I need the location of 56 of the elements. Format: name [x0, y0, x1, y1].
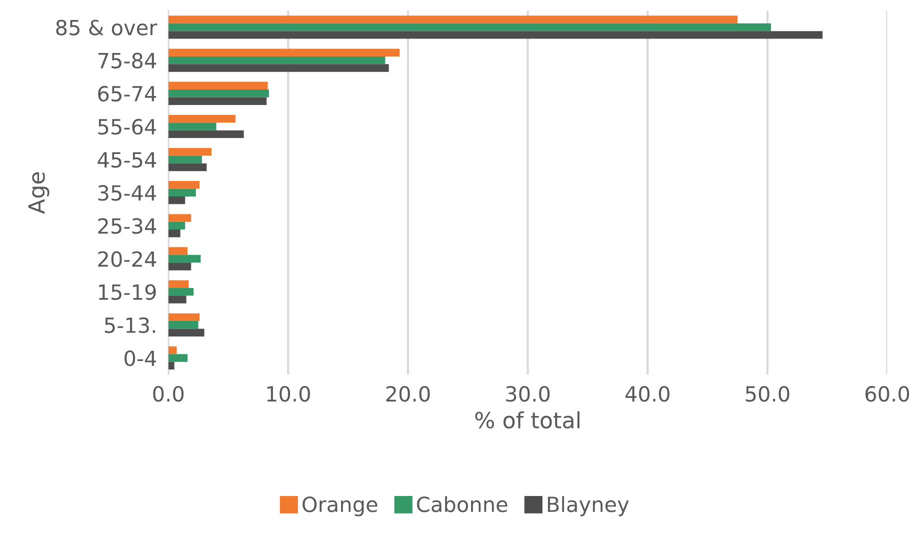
- bar: [168, 296, 186, 304]
- bar: [168, 313, 200, 322]
- bar: [168, 156, 202, 164]
- bar: [168, 346, 177, 354]
- bar: [168, 262, 192, 270]
- y-tick-label: 45-54: [98, 152, 156, 168]
- x-tick-label: 20.0: [386, 386, 430, 402]
- y-tick-label: 65-74: [98, 86, 156, 102]
- legend-label: Cabonne: [417, 496, 508, 512]
- bar: [168, 48, 400, 56]
- bar: [168, 288, 194, 296]
- bar: [168, 56, 386, 64]
- y-tick-label: 15-19: [98, 284, 156, 300]
- bar: [168, 130, 244, 138]
- bar: [168, 222, 186, 230]
- bar: [168, 196, 186, 204]
- x-tick-label: 40.0: [625, 386, 670, 402]
- y-tick-label: 85 & over: [56, 20, 158, 36]
- bar: [168, 354, 188, 362]
- bar: [168, 321, 198, 329]
- y-tick-label: 0-4: [124, 350, 156, 366]
- bar: [168, 280, 189, 288]
- bar: [168, 97, 267, 105]
- x-axis-title: % of total: [475, 411, 580, 429]
- bar: [168, 328, 204, 336]
- y-axis-title: Age: [28, 172, 50, 214]
- legend-label: Blayney: [548, 496, 629, 516]
- bar: [168, 214, 192, 222]
- x-tick-label: 30.0: [506, 386, 550, 402]
- y-tick-label: 25-34: [98, 218, 156, 234]
- bar: [168, 230, 180, 238]
- bar: [168, 254, 201, 263]
- bar: [168, 114, 236, 123]
- bar: [168, 163, 207, 172]
- x-tick-label: 10.0: [267, 386, 310, 402]
- x-tick-label: 0.0: [153, 386, 184, 402]
- y-tick-label: 5-13.: [104, 317, 155, 334]
- bar: [168, 82, 268, 90]
- y-tick-label: 20-24: [98, 251, 156, 267]
- y-tick-label: 35-44: [98, 185, 156, 201]
- bar: [168, 181, 200, 189]
- bar: [168, 247, 188, 255]
- y-tick-label: 55-64: [98, 118, 156, 135]
- bar: [168, 23, 772, 32]
- bar: [168, 122, 216, 130]
- bar: [168, 148, 212, 156]
- bar: [168, 188, 196, 196]
- bar: [168, 90, 269, 98]
- bar: [168, 362, 174, 370]
- bar: [168, 31, 823, 39]
- x-tick-label: 60.0: [866, 386, 910, 402]
- x-tick-label: 50.0: [746, 386, 790, 402]
- legend-label: Orange: [302, 496, 378, 516]
- bar: [168, 64, 389, 72]
- bar: [168, 16, 738, 24]
- y-tick-label: 75-84: [98, 52, 156, 69]
